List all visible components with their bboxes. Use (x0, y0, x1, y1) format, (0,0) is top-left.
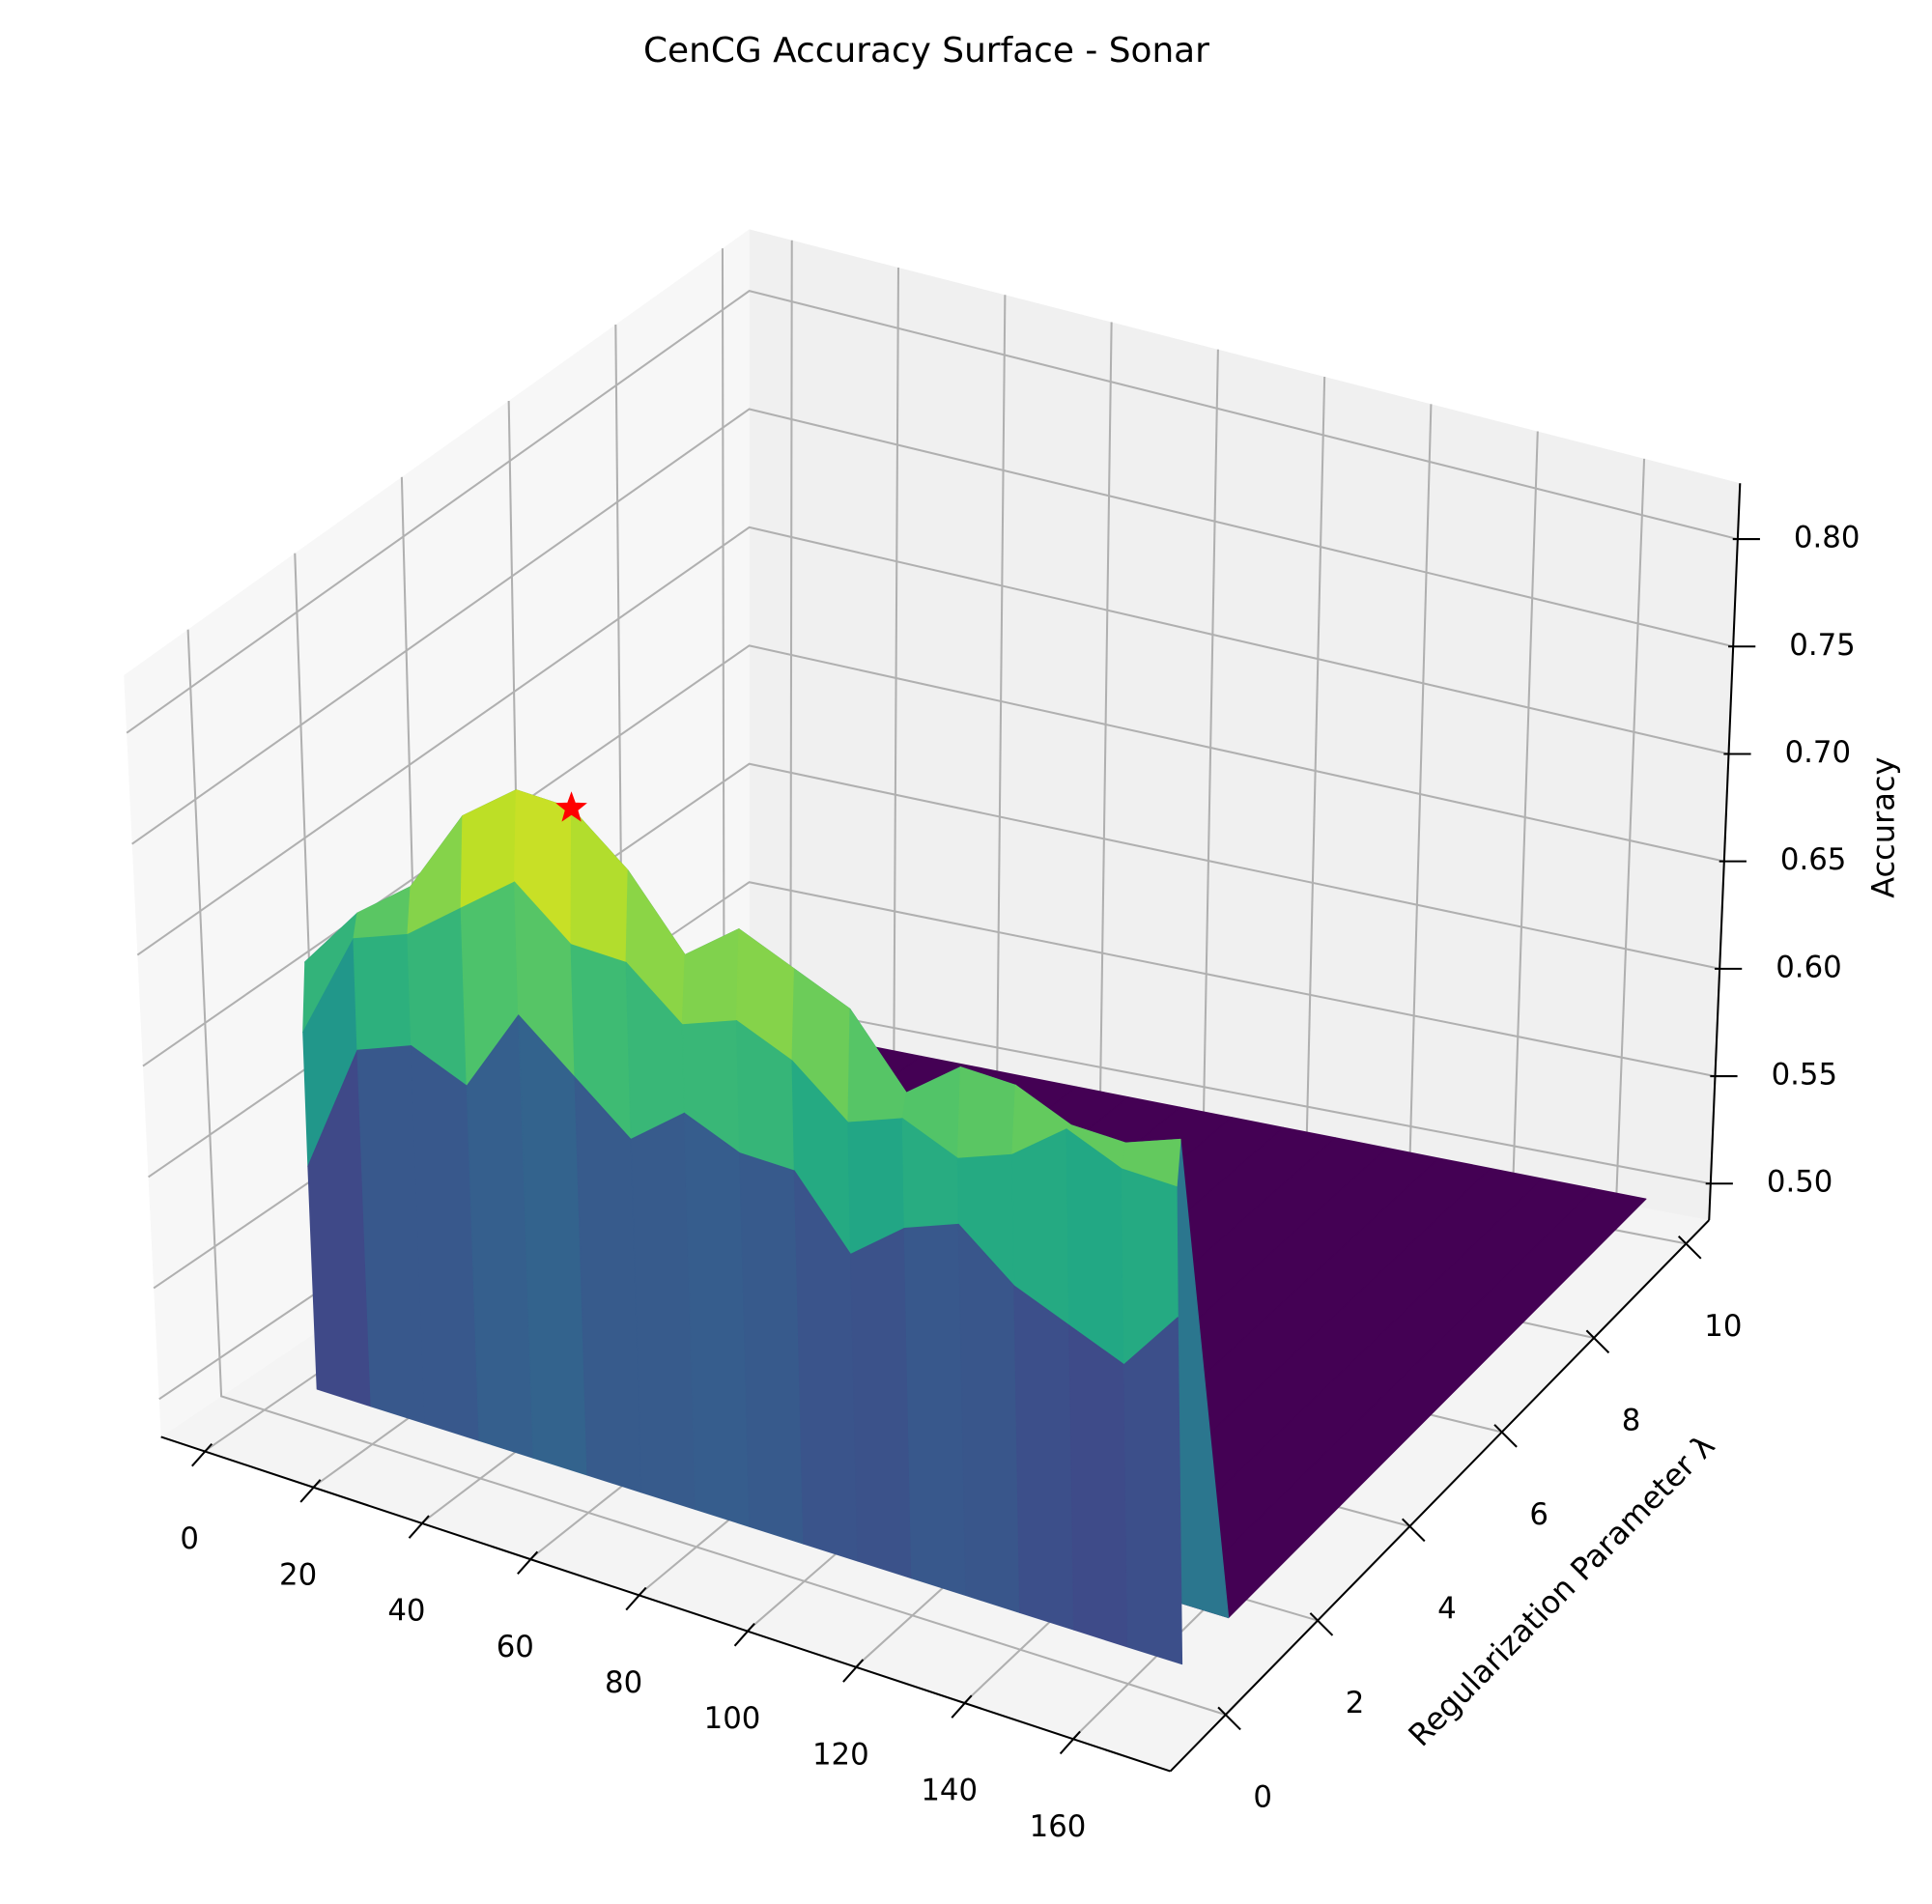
surface-facet (849, 1228, 913, 1579)
tick-mark (1585, 1329, 1610, 1354)
tick-mark (1217, 1706, 1241, 1731)
grid-line (131, 408, 1734, 845)
y-tick-label: 6 (1529, 1497, 1548, 1532)
y-tick-label: 4 (1437, 1592, 1457, 1627)
z-axis-line (1708, 483, 1742, 1221)
tick-mark (1309, 1612, 1334, 1636)
z-tick-label: 0.60 (1776, 950, 1841, 984)
surface-facet (1013, 1285, 1075, 1631)
axes: 0 20 40 60 80 100 120 140 160 0 2 4 6 8 10 0.50 0.55 0.60… (160, 483, 1860, 1844)
y-axis-line (1169, 1219, 1710, 1773)
grid-line (136, 526, 1729, 956)
x-tick-label: 160 (1030, 1809, 1087, 1844)
tick-mark (191, 1442, 213, 1467)
z-tick-label: 0.80 (1794, 521, 1860, 555)
tick-mark (1401, 1518, 1426, 1543)
tick-mark (733, 1623, 755, 1647)
grid-line (186, 629, 1227, 1717)
x-tick-label: 80 (605, 1665, 642, 1700)
z-tick-label: 0.70 (1785, 735, 1851, 770)
y-tick-label: 0 (1253, 1780, 1272, 1815)
chart-title: CenCG Accuracy Surface - Sonar (643, 31, 1209, 71)
tick-mark (842, 1659, 865, 1683)
z-tick-label: 0.50 (1767, 1165, 1833, 1200)
x-tick-label: 120 (812, 1737, 869, 1772)
y-tick-label: 8 (1622, 1404, 1641, 1438)
surface-facet (1068, 1324, 1129, 1648)
surface-facet (1123, 1317, 1183, 1665)
x-axis-line (160, 1435, 1171, 1773)
tick-mark (1677, 1236, 1702, 1260)
x-tick-label: 100 (704, 1701, 761, 1736)
tick-mark (951, 1694, 973, 1719)
best-marker (555, 791, 587, 822)
x-tick-label: 0 (180, 1521, 199, 1556)
z-tick-label: 0.65 (1780, 842, 1846, 877)
x-tick-label: 40 (387, 1594, 425, 1629)
surface-facet (739, 1152, 805, 1545)
tick-mark (408, 1515, 430, 1539)
x-tick-label: 20 (279, 1557, 317, 1592)
tick-mark (299, 1479, 322, 1503)
surface-facet (957, 1223, 1021, 1613)
surface-facet (903, 1223, 967, 1597)
x-tick-label: 140 (921, 1774, 978, 1808)
x-tick-label: 60 (497, 1630, 534, 1664)
surface (302, 789, 1647, 1665)
z-tick-label: 0.75 (1789, 628, 1855, 663)
tick-mark (517, 1550, 539, 1576)
tick-mark (1059, 1730, 1081, 1755)
tick-mark (625, 1586, 647, 1611)
z-tick-label: 0.55 (1772, 1058, 1837, 1093)
y-tick-label: 2 (1346, 1686, 1365, 1720)
grid-line (126, 290, 1739, 734)
z-axis-label: Accuracy (1864, 756, 1901, 897)
tick-mark (1493, 1424, 1518, 1448)
y-tick-label: 10 (1704, 1309, 1742, 1344)
surface-facet (353, 933, 412, 1051)
